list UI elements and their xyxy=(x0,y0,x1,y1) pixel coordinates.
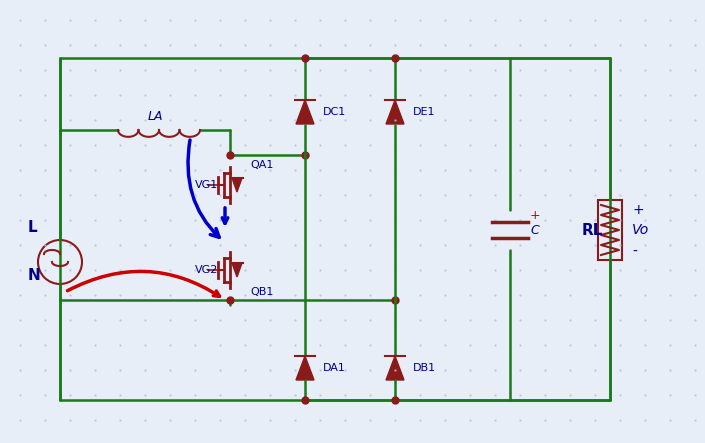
Polygon shape xyxy=(296,356,314,380)
Text: DE1: DE1 xyxy=(413,107,436,117)
Polygon shape xyxy=(296,100,314,124)
Polygon shape xyxy=(386,100,404,124)
Text: DA1: DA1 xyxy=(323,363,346,373)
Text: L: L xyxy=(28,220,37,235)
Polygon shape xyxy=(232,178,242,192)
Text: QA1: QA1 xyxy=(250,160,274,170)
Text: C: C xyxy=(530,224,539,237)
Text: LA: LA xyxy=(147,110,163,123)
FancyArrowPatch shape xyxy=(188,140,219,237)
Text: +: + xyxy=(632,203,644,217)
Polygon shape xyxy=(232,263,242,277)
Text: RL: RL xyxy=(582,222,603,237)
Text: DC1: DC1 xyxy=(323,107,346,117)
Text: Vo: Vo xyxy=(632,223,649,237)
Text: VG1: VG1 xyxy=(195,180,219,190)
Text: VG2: VG2 xyxy=(195,265,219,275)
Text: QB1: QB1 xyxy=(250,287,274,297)
Text: DB1: DB1 xyxy=(413,363,436,373)
Polygon shape xyxy=(386,356,404,380)
Text: +: + xyxy=(530,209,541,222)
Text: -: - xyxy=(632,245,637,259)
Text: N: N xyxy=(28,268,41,283)
